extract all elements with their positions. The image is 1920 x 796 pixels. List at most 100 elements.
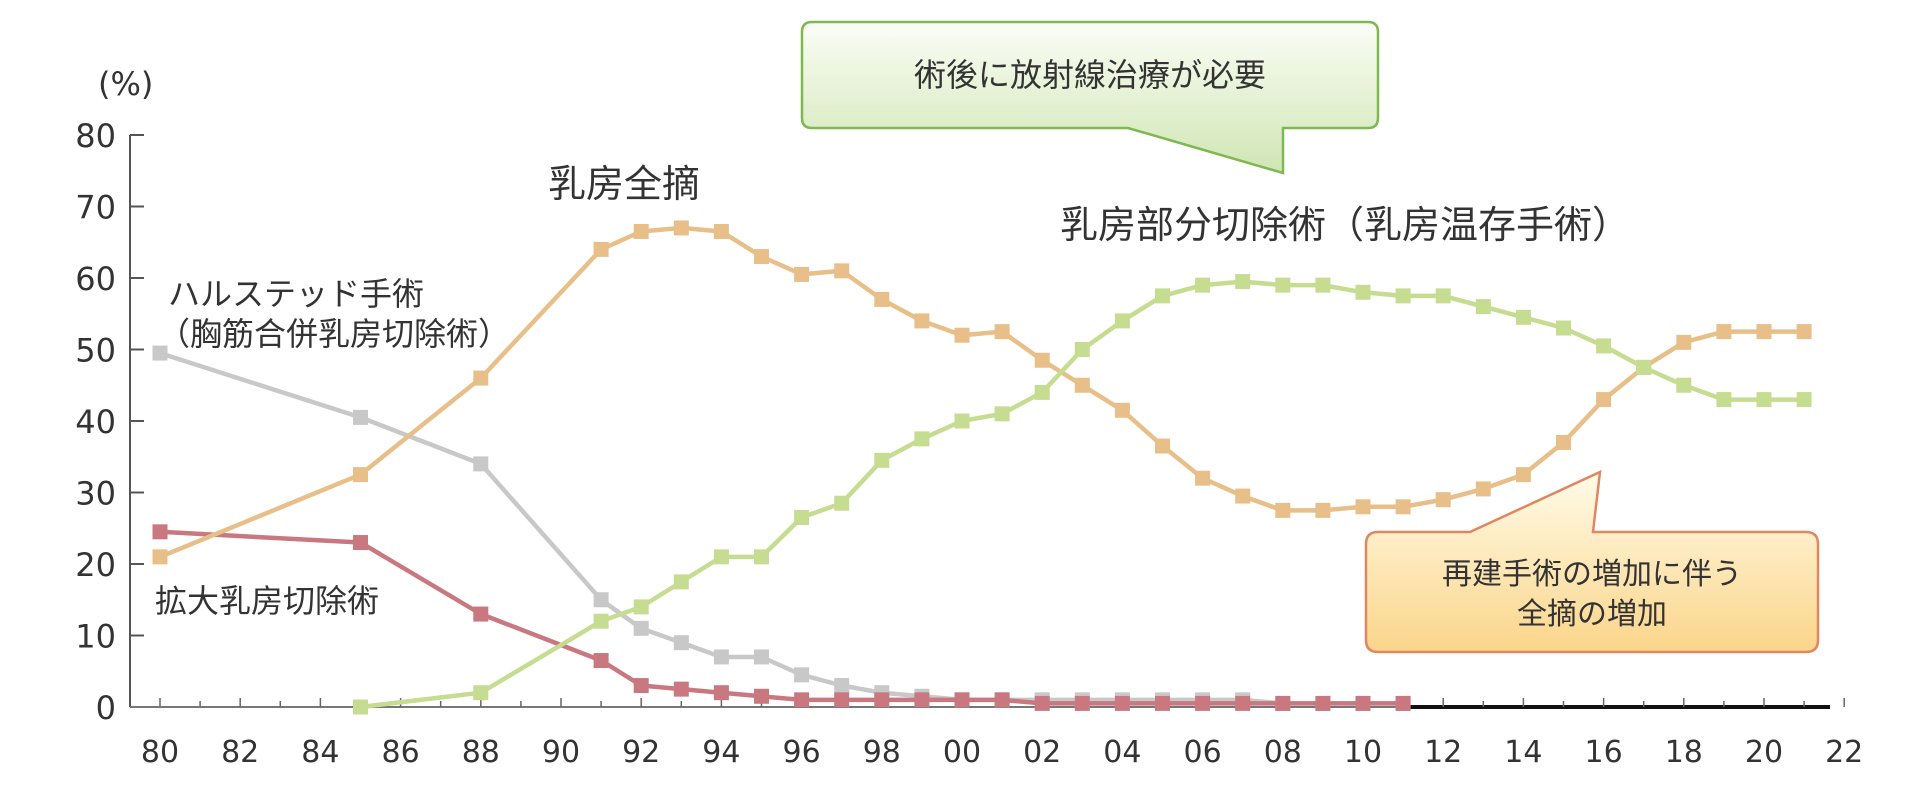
y-tick-label: 0 xyxy=(96,689,116,727)
data-point-extended xyxy=(1155,695,1170,711)
y-tick-label: 70 xyxy=(75,189,116,227)
y-tick-label: 20 xyxy=(75,546,116,584)
y-axis-unit-label: (%) xyxy=(98,65,153,103)
data-point-total xyxy=(353,467,368,483)
x-tick-label: 18 xyxy=(1665,735,1703,770)
data-point-total xyxy=(874,291,890,307)
x-tick-label: 06 xyxy=(1184,735,1222,770)
series-group xyxy=(152,220,1812,715)
x-tick-label: 84 xyxy=(301,735,339,770)
x-tick-label: 12 xyxy=(1424,735,1462,770)
data-point-total xyxy=(593,241,609,257)
series-label-halsted-2: （胸筋合併乳房切除術） xyxy=(158,315,510,353)
series-extended xyxy=(152,524,1411,711)
data-point-total xyxy=(633,224,649,240)
x-tick-label: 20 xyxy=(1745,735,1783,770)
data-point-halsted xyxy=(633,620,649,636)
data-point-extended xyxy=(673,681,689,697)
x-tick-label: 02 xyxy=(1023,735,1061,770)
data-point-extended xyxy=(834,692,850,708)
series-label-halsted-1: ハルステッド手術 xyxy=(168,275,424,313)
series-label-partial: 乳房部分切除術（乳房温存手術） xyxy=(1060,203,1630,247)
data-point-extended xyxy=(353,535,368,551)
series-halsted xyxy=(152,345,1411,711)
data-point-partial xyxy=(1475,299,1491,315)
data-point-extended xyxy=(633,678,649,694)
data-point-total xyxy=(1435,492,1451,508)
data-point-extended xyxy=(994,692,1010,708)
data-point-total xyxy=(1515,467,1531,483)
data-point-partial xyxy=(1716,392,1732,408)
data-point-halsted xyxy=(713,649,729,665)
x-tick-label: 10 xyxy=(1344,735,1382,770)
data-point-extended xyxy=(152,524,168,540)
data-point-total xyxy=(1796,324,1812,340)
data-point-partial xyxy=(914,431,930,447)
data-point-total xyxy=(954,327,970,343)
data-point-total xyxy=(1395,499,1411,515)
data-point-partial xyxy=(1395,288,1411,304)
callout-reconstruction: 再建手術の増加に伴う 全摘の増加 xyxy=(1364,469,1820,654)
x-tick-label: 90 xyxy=(542,735,580,770)
x-tick-label: 92 xyxy=(622,735,660,770)
data-point-total xyxy=(152,549,168,565)
data-point-halsted xyxy=(794,667,810,683)
data-point-partial xyxy=(1435,288,1451,304)
x-tick-label: 86 xyxy=(382,735,420,770)
x-tick-label: 22 xyxy=(1825,735,1863,770)
data-point-halsted xyxy=(754,649,769,665)
callout-radiation: 術後に放射線治療が必要 xyxy=(800,20,1380,175)
data-point-total xyxy=(1195,470,1211,486)
data-point-total xyxy=(834,263,850,279)
data-point-halsted xyxy=(834,678,850,694)
data-point-partial xyxy=(1676,377,1692,393)
data-point-total xyxy=(1556,434,1571,450)
series-partial xyxy=(353,274,1812,715)
data-point-partial xyxy=(593,613,609,629)
x-tick-label: 08 xyxy=(1264,735,1302,770)
data-point-total xyxy=(1315,502,1331,518)
y-tick-label: 80 xyxy=(75,117,116,155)
series-label-extended: 拡大乳房切除術 xyxy=(155,582,379,620)
data-point-partial xyxy=(874,452,890,468)
data-point-halsted xyxy=(353,409,368,425)
callout-reconstruction-shape xyxy=(1364,469,1820,654)
x-tick-label: 14 xyxy=(1504,735,1542,770)
y-tick-label: 50 xyxy=(75,332,116,370)
data-point-partial xyxy=(1195,277,1211,293)
data-point-partial xyxy=(1074,342,1090,357)
data-point-total xyxy=(1114,402,1130,418)
data-point-partial xyxy=(994,406,1010,422)
callout-radiation-text: 術後に放射線治療が必要 xyxy=(914,56,1266,94)
y-tick-label: 60 xyxy=(75,260,116,298)
y-tick-label: 40 xyxy=(75,403,116,441)
data-point-total xyxy=(1475,481,1491,497)
data-point-extended xyxy=(954,692,970,708)
data-point-total xyxy=(673,220,689,236)
data-point-total xyxy=(1596,392,1612,408)
data-point-extended xyxy=(593,653,609,669)
data-point-total xyxy=(473,370,489,386)
data-point-extended xyxy=(1074,695,1090,711)
data-point-total xyxy=(794,266,810,282)
callout-reconstruction-line-2: 全摘の増加 xyxy=(1517,597,1667,632)
data-point-partial xyxy=(633,599,649,615)
data-point-partial xyxy=(794,510,810,526)
data-point-partial xyxy=(1636,359,1652,375)
data-point-partial xyxy=(673,574,689,590)
callout-reconstruction-line-1: 再建手術の増加に伴う xyxy=(1442,557,1742,592)
data-point-partial xyxy=(754,549,769,565)
data-point-extended xyxy=(1235,695,1251,711)
series-label-total: 乳房全摘 xyxy=(548,162,700,206)
x-tick-label: 04 xyxy=(1103,735,1141,770)
data-point-total xyxy=(1034,352,1050,368)
data-point-total xyxy=(754,249,769,265)
data-point-halsted xyxy=(593,592,609,608)
data-point-partial xyxy=(954,413,970,429)
data-point-partial xyxy=(473,685,489,701)
series-line-total xyxy=(157,225,1807,560)
data-point-total xyxy=(1074,377,1090,393)
series-line-halsted xyxy=(157,350,1406,706)
data-point-total xyxy=(1275,502,1291,518)
